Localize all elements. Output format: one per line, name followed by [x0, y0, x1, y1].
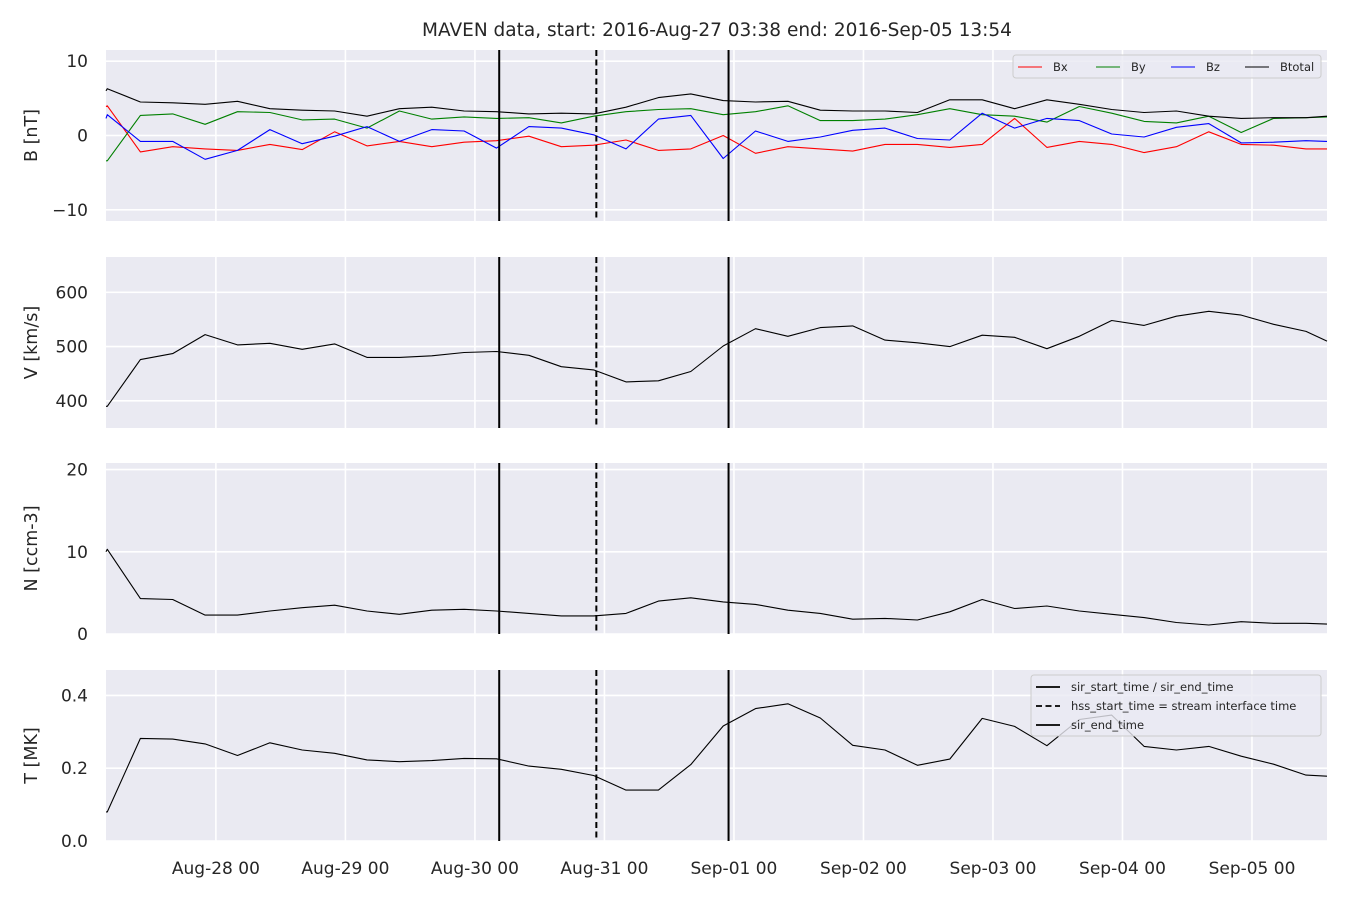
series-line-main: [106, 310, 1328, 407]
y-tick-label: 500: [56, 338, 88, 358]
y-tick-label: 0.4: [61, 686, 88, 706]
y-axis-label: B [nT]: [22, 109, 42, 162]
y-tick-label: 20: [66, 461, 88, 481]
x-tick-label: Sep-03 00: [950, 859, 1037, 879]
time-axis: Aug-28 00 Aug-29 00 Aug-30 00 Aug-31 00 Sep-…: [172, 859, 1296, 879]
panels-container: −10 0 10 B [nT] Bx By Bz Btotal 400 500 600 V [km/s…: [22, 50, 1328, 852]
y-tick-label: 0: [77, 127, 88, 147]
y-tick-label: 0.0: [61, 832, 88, 852]
panel-2: 400 500 600 V [km/s]: [22, 257, 1328, 428]
legend-label: sir_start_time / sir_end_time: [1071, 680, 1233, 694]
x-tick-label: Sep-02 00: [820, 859, 907, 879]
legend-frame: [1012, 54, 1322, 79]
legend-label: hss_start_time = stream interface time: [1071, 699, 1296, 713]
y-axis-label: T [MK]: [22, 727, 42, 784]
series-line-bz: [105, 112, 1328, 160]
series-line-btotal: [105, 88, 1328, 119]
y-tick-label: 600: [56, 283, 88, 303]
x-tick-label: Aug-31 00: [560, 859, 648, 879]
series-line-main: [105, 548, 1328, 626]
panel-3: 0 10 20 N [ccm-3]: [22, 461, 1328, 645]
series-line-bx: [105, 105, 1327, 154]
panel-background: [106, 463, 1327, 634]
legend: Bx By Bz Btotal: [1012, 54, 1322, 79]
y-tick-label: 400: [56, 392, 88, 412]
legend: sir_start_time / sir_end_time hss_start_t…: [1030, 674, 1322, 737]
y-tick-label: 10: [66, 543, 88, 563]
panel-4: 0.0 0.2 0.4 T [MK] sir_start_time / sir_end_…: [22, 670, 1328, 852]
x-tick-label: Sep-01 00: [691, 859, 778, 879]
legend-frame: [1030, 674, 1322, 737]
y-tick-label: 0.2: [61, 759, 88, 779]
panel-1: −10 0 10 B [nT] Bx By Bz Btotal: [22, 50, 1328, 221]
legend-label: Bz: [1206, 60, 1220, 74]
y-axis-label: V [km/s]: [22, 306, 42, 379]
x-tick-label: Aug-28 00: [172, 859, 260, 879]
legend-label: By: [1131, 60, 1146, 74]
x-tick-label: Sep-04 00: [1079, 859, 1166, 879]
panel-background: [106, 257, 1327, 428]
y-tick-label: −10: [52, 201, 88, 221]
figure-title: MAVEN data, start: 2016-Aug-27 03:38 end…: [422, 20, 1012, 41]
x-tick-label: Aug-29 00: [301, 859, 389, 879]
y-axis-label: N [ccm-3]: [22, 505, 42, 591]
y-tick-label: 10: [66, 52, 88, 72]
x-tick-label: Aug-30 00: [431, 859, 519, 879]
legend-label: Btotal: [1280, 60, 1314, 74]
x-tick-label: Sep-05 00: [1209, 859, 1296, 879]
legend-label: sir_end_time: [1071, 718, 1144, 732]
y-tick-label: 0: [77, 625, 88, 645]
series-line-by: [106, 105, 1328, 162]
legend-label: Bx: [1053, 60, 1068, 74]
